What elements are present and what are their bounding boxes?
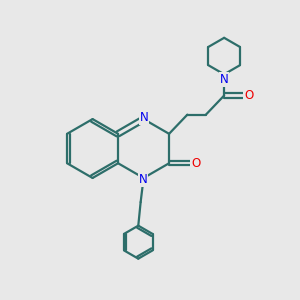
Text: O: O [244, 89, 253, 102]
Text: O: O [191, 157, 200, 170]
Text: N: N [220, 73, 229, 86]
Text: N: N [139, 173, 147, 186]
Text: N: N [140, 111, 148, 124]
